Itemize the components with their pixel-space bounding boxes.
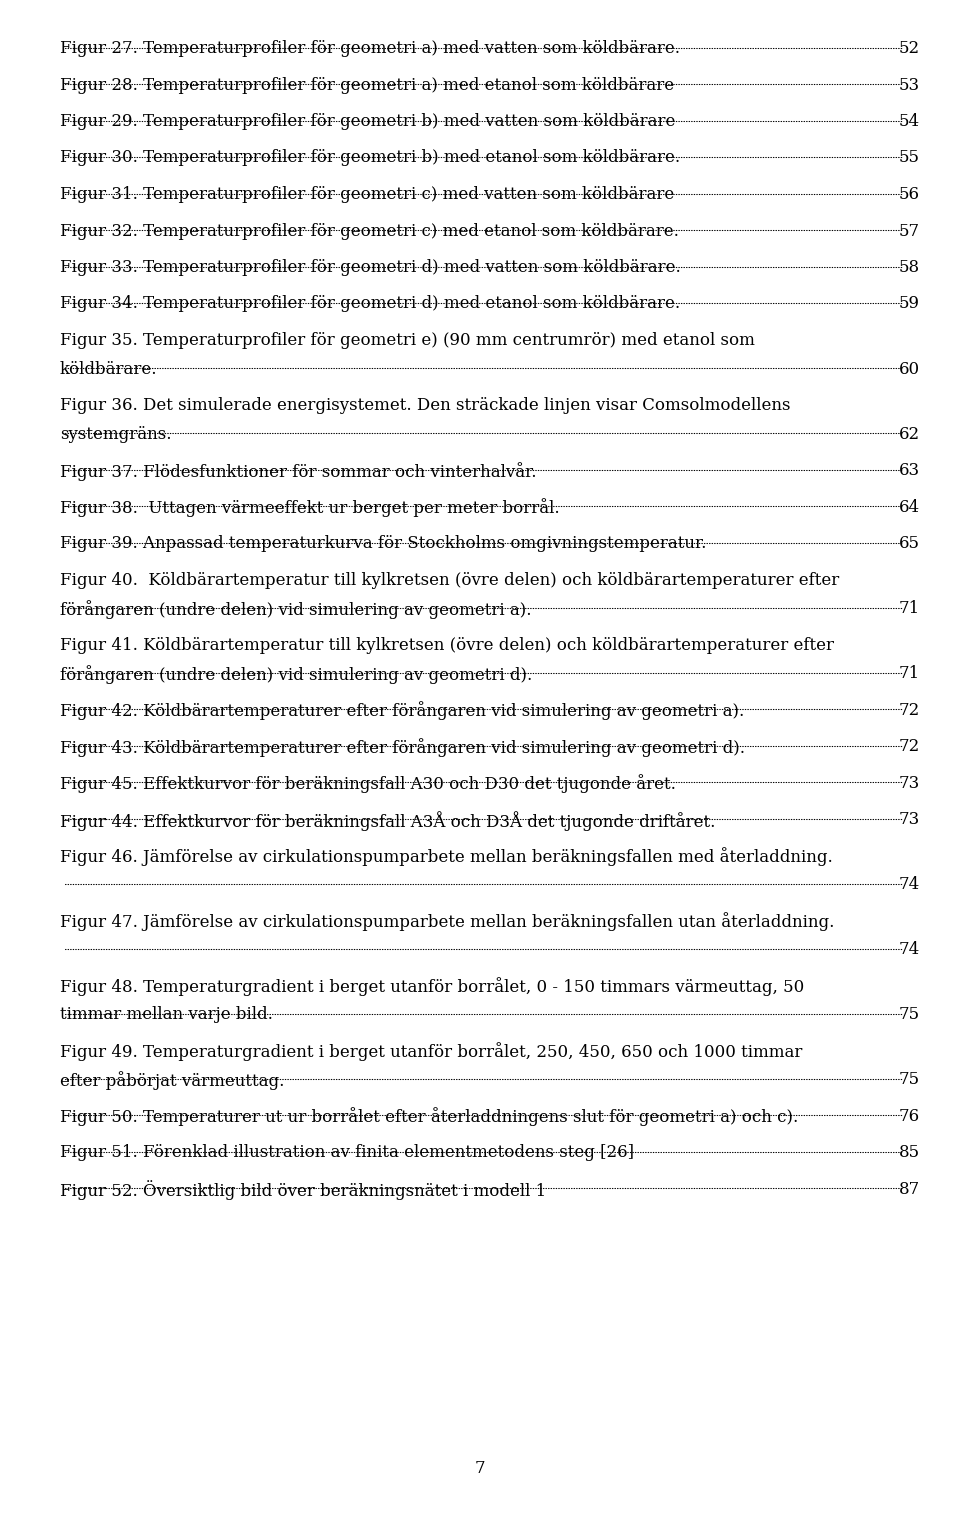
Text: 75: 75: [899, 1071, 920, 1088]
Text: Figur 40.  Köldbärartemperatur till kylkretsen (övre delen) och köldbärartempera: Figur 40. Köldbärartemperatur till kylkr…: [60, 571, 839, 588]
Text: 62: 62: [899, 426, 920, 442]
Text: 73: 73: [899, 811, 920, 829]
Text: Figur 39. Anpassad temperaturkurva för Stockholms omgivningstemperatur.: Figur 39. Anpassad temperaturkurva för S…: [60, 535, 707, 551]
Text: 63: 63: [899, 462, 920, 479]
Text: 53: 53: [899, 76, 920, 94]
Text: Figur 34. Temperaturprofiler för geometri d) med etanol som köldbärare.: Figur 34. Temperaturprofiler för geometr…: [60, 295, 680, 312]
Text: Figur 36. Det simulerade energisystemet. Den sträckade linjen visar Comsolmodell: Figur 36. Det simulerade energisystemet.…: [60, 397, 790, 414]
Text: Figur 38.  Uttagen värmeeffekt ur berget per meter borrål.: Figur 38. Uttagen värmeeffekt ur berget …: [60, 498, 560, 518]
Text: Figur 42. Köldbärartemperaturer efter förångaren vid simulering av geometri a).: Figur 42. Köldbärartemperaturer efter fö…: [60, 701, 744, 721]
Text: Figur 32. Temperaturprofiler för geometri c) med etanol som köldbärare.: Figur 32. Temperaturprofiler för geometr…: [60, 223, 679, 239]
Text: 73: 73: [899, 774, 920, 791]
Text: Figur 27. Temperaturprofiler för geometri a) med vatten som köldbärare.: Figur 27. Temperaturprofiler för geometr…: [60, 39, 680, 58]
Text: Figur 31. Temperaturprofiler för geometri c) med vatten som köldbärare: Figur 31. Temperaturprofiler för geometr…: [60, 186, 680, 203]
Text: 56: 56: [899, 186, 920, 203]
Text: Figur 33. Temperaturprofiler för geometri d) med vatten som köldbärare.: Figur 33. Temperaturprofiler för geometr…: [60, 259, 681, 276]
Text: 71: 71: [899, 600, 920, 617]
Text: 54: 54: [899, 114, 920, 130]
Text: 52: 52: [899, 39, 920, 58]
Text: Figur 45. Effektkurvor för beräkningsfall A30 och D30 det tjugonde året.: Figur 45. Effektkurvor för beräkningsfal…: [60, 774, 676, 794]
Text: systemgräns.: systemgräns.: [60, 426, 172, 442]
Text: 72: 72: [899, 701, 920, 718]
Text: efter påbörjat värmeuttag.: efter påbörjat värmeuttag.: [60, 1071, 284, 1089]
Text: 60: 60: [899, 361, 920, 377]
Text: 75: 75: [899, 1006, 920, 1023]
Text: 74: 74: [899, 941, 920, 957]
Text: 64: 64: [899, 498, 920, 515]
Text: Figur 48. Temperaturgradient i berget utanför borrålet, 0 - 150 timmars värmeutt: Figur 48. Temperaturgradient i berget ut…: [60, 977, 804, 997]
Text: 87: 87: [899, 1180, 920, 1197]
Text: Figur 28. Temperaturprofiler för geometri a) med etanol som köldbärare: Figur 28. Temperaturprofiler för geometr…: [60, 76, 680, 94]
Text: 85: 85: [899, 1144, 920, 1160]
Text: 59: 59: [899, 295, 920, 312]
Text: 76: 76: [899, 1107, 920, 1124]
Text: Figur 50. Temperaturer ut ur borrålet efter återladdningens slut för geometri a): Figur 50. Temperaturer ut ur borrålet ef…: [60, 1107, 799, 1127]
Text: 57: 57: [899, 223, 920, 239]
Text: Figur 37. Flödesfunktioner för sommar och vinterhalvår.: Figur 37. Flödesfunktioner för sommar oc…: [60, 462, 537, 480]
Text: 55: 55: [899, 150, 920, 167]
Text: Figur 43. Köldbärartemperaturer efter förångaren vid simulering av geometri d).: Figur 43. Köldbärartemperaturer efter fö…: [60, 738, 745, 758]
Text: Figur 52. Översiktlig bild över beräkningsnätet i modell 1: Figur 52. Översiktlig bild över beräknin…: [60, 1180, 551, 1200]
Text: köldbärare.: köldbärare.: [60, 361, 157, 377]
Text: Figur 44. Effektkurvor för beräkningsfall A3Å och D3Å det tjugonde driftåret.: Figur 44. Effektkurvor för beräkningsfal…: [60, 811, 715, 830]
Text: Figur 30. Temperaturprofiler för geometri b) med etanol som köldbärare.: Figur 30. Temperaturprofiler för geometr…: [60, 150, 680, 167]
Text: förångaren (undre delen) vid simulering av geometri a).: förångaren (undre delen) vid simulering …: [60, 600, 532, 620]
Text: 58: 58: [899, 259, 920, 276]
Text: Figur 35. Temperaturprofiler för geometri e) (90 mm centrumrör) med etanol som: Figur 35. Temperaturprofiler för geometr…: [60, 332, 755, 348]
Text: förångaren (undre delen) vid simulering av geometri d).: förångaren (undre delen) vid simulering …: [60, 665, 532, 683]
Text: Figur 41. Köldbärartemperatur till kylkretsen (övre delen) och köldbärartemperat: Figur 41. Köldbärartemperatur till kylkr…: [60, 636, 834, 653]
Text: Figur 49. Temperaturgradient i berget utanför borrålet, 250, 450, 650 och 1000 t: Figur 49. Temperaturgradient i berget ut…: [60, 1042, 803, 1062]
Text: timmar mellan varje bild.: timmar mellan varje bild.: [60, 1006, 273, 1023]
Text: 7: 7: [474, 1460, 486, 1477]
Text: 71: 71: [899, 665, 920, 682]
Text: 72: 72: [899, 738, 920, 754]
Text: Figur 51. Förenklad illustration av finita elementmetodens steg [26]: Figur 51. Förenklad illustration av fini…: [60, 1144, 639, 1160]
Text: 65: 65: [899, 535, 920, 551]
Text: Figur 46. Jämförelse av cirkulationspumparbete mellan beräkningsfallen med återl: Figur 46. Jämförelse av cirkulationspump…: [60, 847, 832, 867]
Text: Figur 29. Temperaturprofiler för geometri b) med vatten som köldbärare: Figur 29. Temperaturprofiler för geometr…: [60, 114, 681, 130]
Text: 74: 74: [899, 876, 920, 892]
Text: Figur 47. Jämförelse av cirkulationspumparbete mellan beräkningsfallen utan åter: Figur 47. Jämförelse av cirkulationspump…: [60, 912, 834, 932]
